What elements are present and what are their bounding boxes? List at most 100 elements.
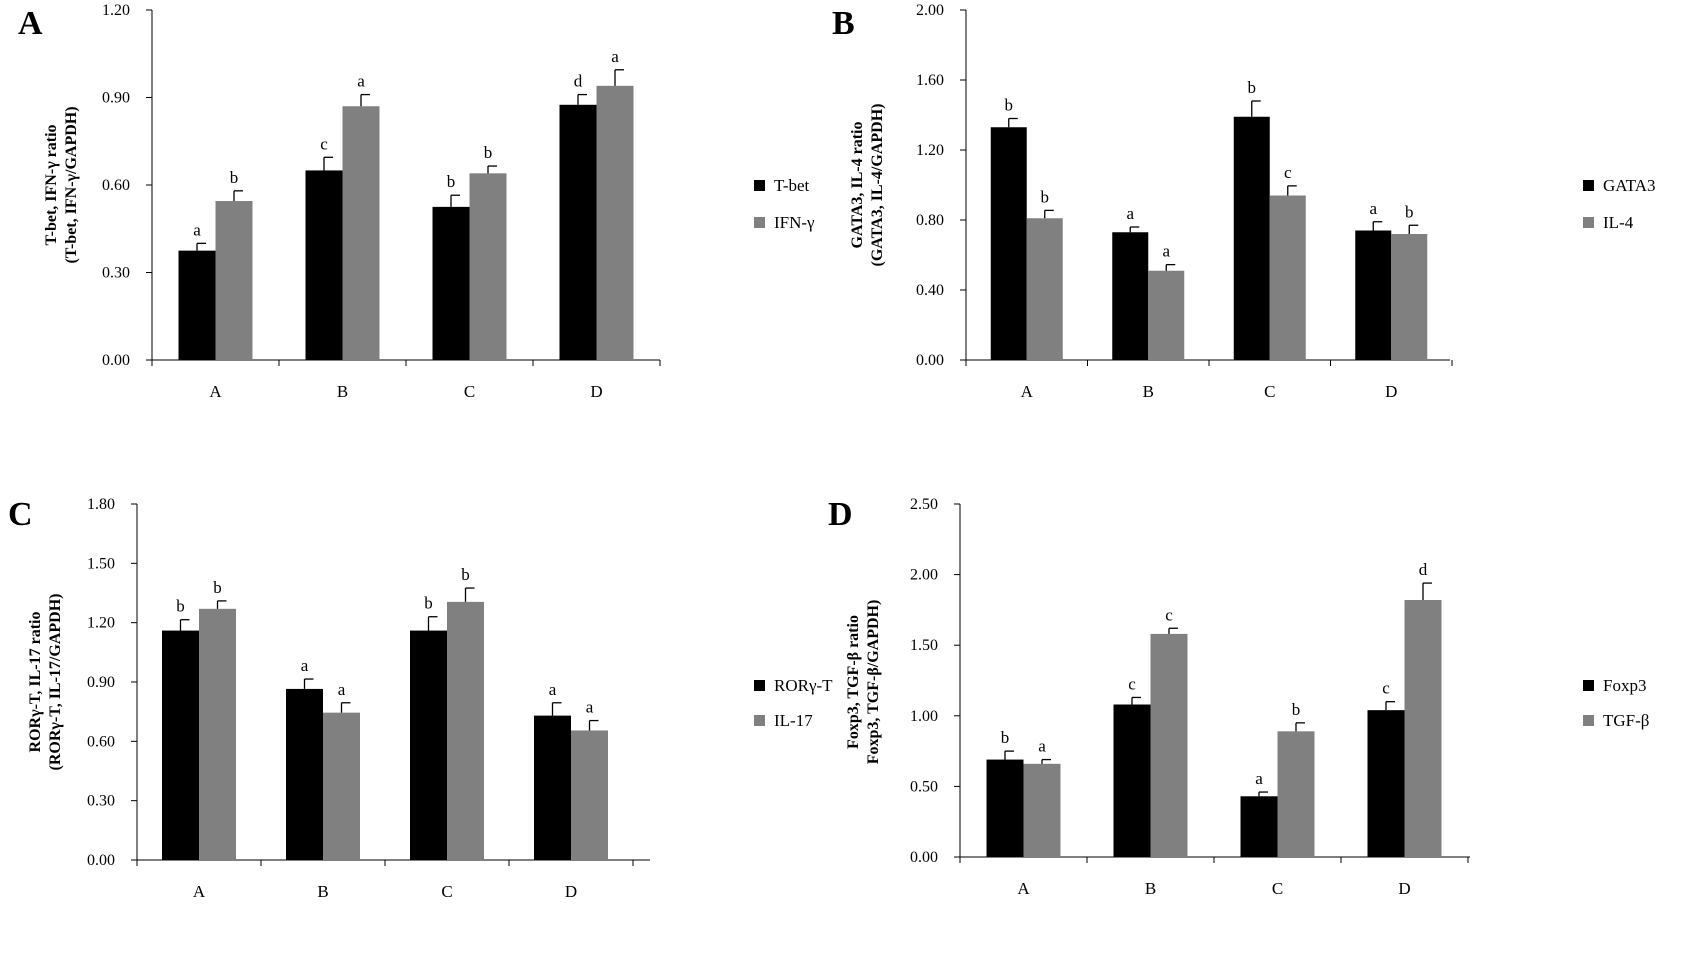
legend-entry: GATA3 xyxy=(1603,176,1655,195)
y-tick-label: 0.50 xyxy=(910,778,938,795)
significance-label: a xyxy=(193,220,201,239)
bar-foxp3-a xyxy=(986,759,1024,857)
y-tick-label: 2.00 xyxy=(910,567,938,584)
bar-gata3-b xyxy=(1112,232,1149,360)
bar-il-4-a xyxy=(1026,218,1063,360)
panel-letter: D xyxy=(828,496,853,533)
y-tick-label: 0.60 xyxy=(102,177,130,194)
legend-swatch xyxy=(1583,680,1594,691)
bar-ifn--d xyxy=(596,85,634,360)
bar-il-17-a xyxy=(199,608,236,860)
chart-panel-a: A 0.00 0.30 0.60 0.90 1.20 Aa b Bc a Cb b Dd a T-bet, … xyxy=(18,2,815,401)
legend-swatch xyxy=(1583,715,1594,726)
significance-label: b xyxy=(447,172,456,191)
y-axis-label-line2: Foxp3, TGF-β/GAPDH) xyxy=(865,600,882,765)
x-tick-label: D xyxy=(1398,879,1410,898)
x-tick-label: B xyxy=(1143,382,1154,401)
chart-panel-d: D 0.00 0.50 1.00 1.50 2.00 2.50 Ab a Bc c Ca b Dc d Fox… xyxy=(828,496,1649,898)
y-axis-label-line2: (GATA3, IL-4/GAPDH) xyxy=(869,104,886,267)
bar-ifn--a xyxy=(215,201,253,360)
significance-label: c xyxy=(320,134,328,153)
significance-label: b xyxy=(1001,728,1010,747)
legend-entry: Foxp3 xyxy=(1603,676,1646,695)
legend-swatch xyxy=(754,180,765,191)
y-tick-label: 1.20 xyxy=(102,2,130,19)
significance-label: b xyxy=(1248,78,1257,97)
bar-tgf--c xyxy=(1277,731,1315,857)
y-tick-label: 1.60 xyxy=(916,72,944,89)
y-axis-label-line1: GATA3, IL-4 ratio xyxy=(849,122,866,249)
bar-gata3-a xyxy=(990,127,1027,360)
bar-t-bet-a xyxy=(178,250,216,360)
y-axis-label-line2: (T-bet, IFN-γ/GAPDH) xyxy=(63,106,80,263)
x-tick-label: B xyxy=(1145,879,1156,898)
bar-foxp3-d xyxy=(1367,710,1405,857)
y-axis-label: GATA3, IL-4 ratio (GATA3, IL-4/GAPDH) xyxy=(849,104,886,267)
panel-letter: B xyxy=(832,5,855,42)
y-axis-label: RORγ-T, IL-17 ratio (RORγ-T, IL-17/GAPDH) xyxy=(27,594,64,771)
significance-label: c xyxy=(1128,674,1136,693)
bar-il-17-c xyxy=(447,601,484,860)
y-tick-label: 2.50 xyxy=(910,496,938,513)
y-tick-label: 0.30 xyxy=(102,265,130,282)
x-tick-label: B xyxy=(317,882,328,901)
significance-label: a xyxy=(549,680,557,699)
significance-label: a xyxy=(1369,199,1377,218)
significance-label: b xyxy=(461,565,470,584)
bar-ror-t-a xyxy=(162,630,199,860)
y-axis-label-line2: (RORγ-T, IL-17/GAPDH) xyxy=(47,594,64,771)
y-axis-label-line1: Foxp3, TGF-β ratio xyxy=(845,615,862,749)
y-axis-label: T-bet, IFN-γ ratio (T-bet, IFN-γ/GAPDH) xyxy=(43,106,80,263)
significance-label: b xyxy=(484,143,493,162)
bar-ifn--b xyxy=(342,106,380,360)
x-tick-label: A xyxy=(1017,879,1030,898)
x-tick-label: A xyxy=(1021,382,1034,401)
y-tick-label: 0.00 xyxy=(87,852,115,869)
y-tick-label: 1.50 xyxy=(87,555,115,572)
legend-entry: IFN-γ xyxy=(774,213,815,232)
x-tick-label: C xyxy=(1264,382,1275,401)
significance-label: c xyxy=(1165,605,1173,624)
y-axis-label: Foxp3, TGF-β ratio Foxp3, TGF-β/GAPDH) xyxy=(845,600,882,765)
significance-label: b xyxy=(176,597,185,616)
significance-label: b xyxy=(1005,96,1014,115)
bar-il-4-c xyxy=(1269,195,1306,360)
x-tick-label: C xyxy=(464,382,475,401)
x-tick-label: D xyxy=(565,882,577,901)
significance-label: a xyxy=(338,680,346,699)
legend-swatch xyxy=(754,715,765,726)
y-tick-label: 0.40 xyxy=(916,282,944,299)
bar-il-4-b xyxy=(1148,270,1185,360)
bar-gata3-c xyxy=(1233,116,1270,360)
significance-label: a xyxy=(301,656,309,675)
significance-label: a xyxy=(1126,204,1134,223)
legend-entry: IL-17 xyxy=(774,711,813,730)
significance-label: a xyxy=(586,698,594,717)
panel-letter: C xyxy=(8,496,33,533)
significance-label: d xyxy=(1419,560,1428,579)
significance-label: c xyxy=(1284,163,1292,182)
panel-letter: A xyxy=(18,5,43,42)
x-tick-label: D xyxy=(1385,382,1397,401)
bar-ror-t-b xyxy=(286,688,323,860)
y-tick-label: 0.00 xyxy=(102,352,130,369)
y-axis-label-line1: T-bet, IFN-γ ratio xyxy=(43,124,60,245)
bar-tgf--b xyxy=(1150,633,1188,857)
x-tick-label: C xyxy=(441,882,452,901)
x-tick-label: C xyxy=(1272,879,1283,898)
x-tick-label: B xyxy=(337,382,348,401)
y-tick-label: 1.00 xyxy=(910,708,938,725)
y-tick-label: 2.00 xyxy=(916,2,944,19)
significance-label: a xyxy=(1255,769,1263,788)
y-tick-label: 1.50 xyxy=(910,637,938,654)
y-tick-label: 0.80 xyxy=(916,212,944,229)
x-tick-label: A xyxy=(209,382,222,401)
legend-entry: IL-4 xyxy=(1603,213,1634,232)
significance-label: b xyxy=(213,578,222,597)
y-tick-label: 0.90 xyxy=(87,674,115,691)
chart-panel-b: B 0.00 0.40 0.80 1.20 1.60 2.00 Ab b Ba a Cb c Da b GAT… xyxy=(832,2,1655,401)
bar-foxp3-b xyxy=(1113,704,1151,857)
y-tick-label: 0.60 xyxy=(87,733,115,750)
legend-swatch xyxy=(754,217,765,228)
chart-panel-c: C 0.00 0.30 0.60 0.90 1.20 1.50 1.80 Ab b Ba a Cb b Da… xyxy=(8,496,833,901)
